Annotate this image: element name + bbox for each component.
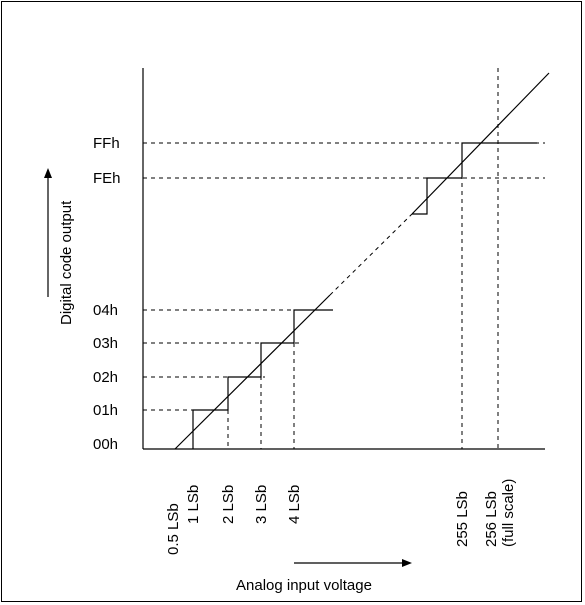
ideal-line-gap [329,213,413,296]
x-arrow-head-icon [402,559,412,567]
y-label-00h: 00h [93,436,118,453]
x-axis-title: Analog input voltage [236,577,372,594]
x-label-2lsb: 2 LSb [220,485,237,524]
x-label-0-5lsb: 0.5 LSb [165,503,182,555]
x-label-3lsb: 3 LSb [253,485,270,524]
y-label-02h: 02h [93,369,118,386]
staircase-lower [192,309,333,449]
staircase-upper [412,142,537,215]
y-arrow-head-icon [44,168,52,178]
x-label-4lsb: 4 LSb [286,485,303,524]
x-label-1lsb: 1 LSb [185,485,202,524]
y-label-01h: 01h [93,402,118,419]
x-label-256lsb: 256 LSb [483,491,500,547]
x-label-255lsb: 255 LSb [454,491,471,547]
x-label-full-scale: (full scale) [500,479,517,547]
y-label-04h: 04h [93,302,118,319]
y-label-feh: FEh [93,170,121,187]
y-label-03h: 03h [93,335,118,352]
y-label-ffh: FFh [93,135,120,152]
ideal-line-lower [174,294,331,450]
y-axis-title: Digital code output [58,200,75,325]
